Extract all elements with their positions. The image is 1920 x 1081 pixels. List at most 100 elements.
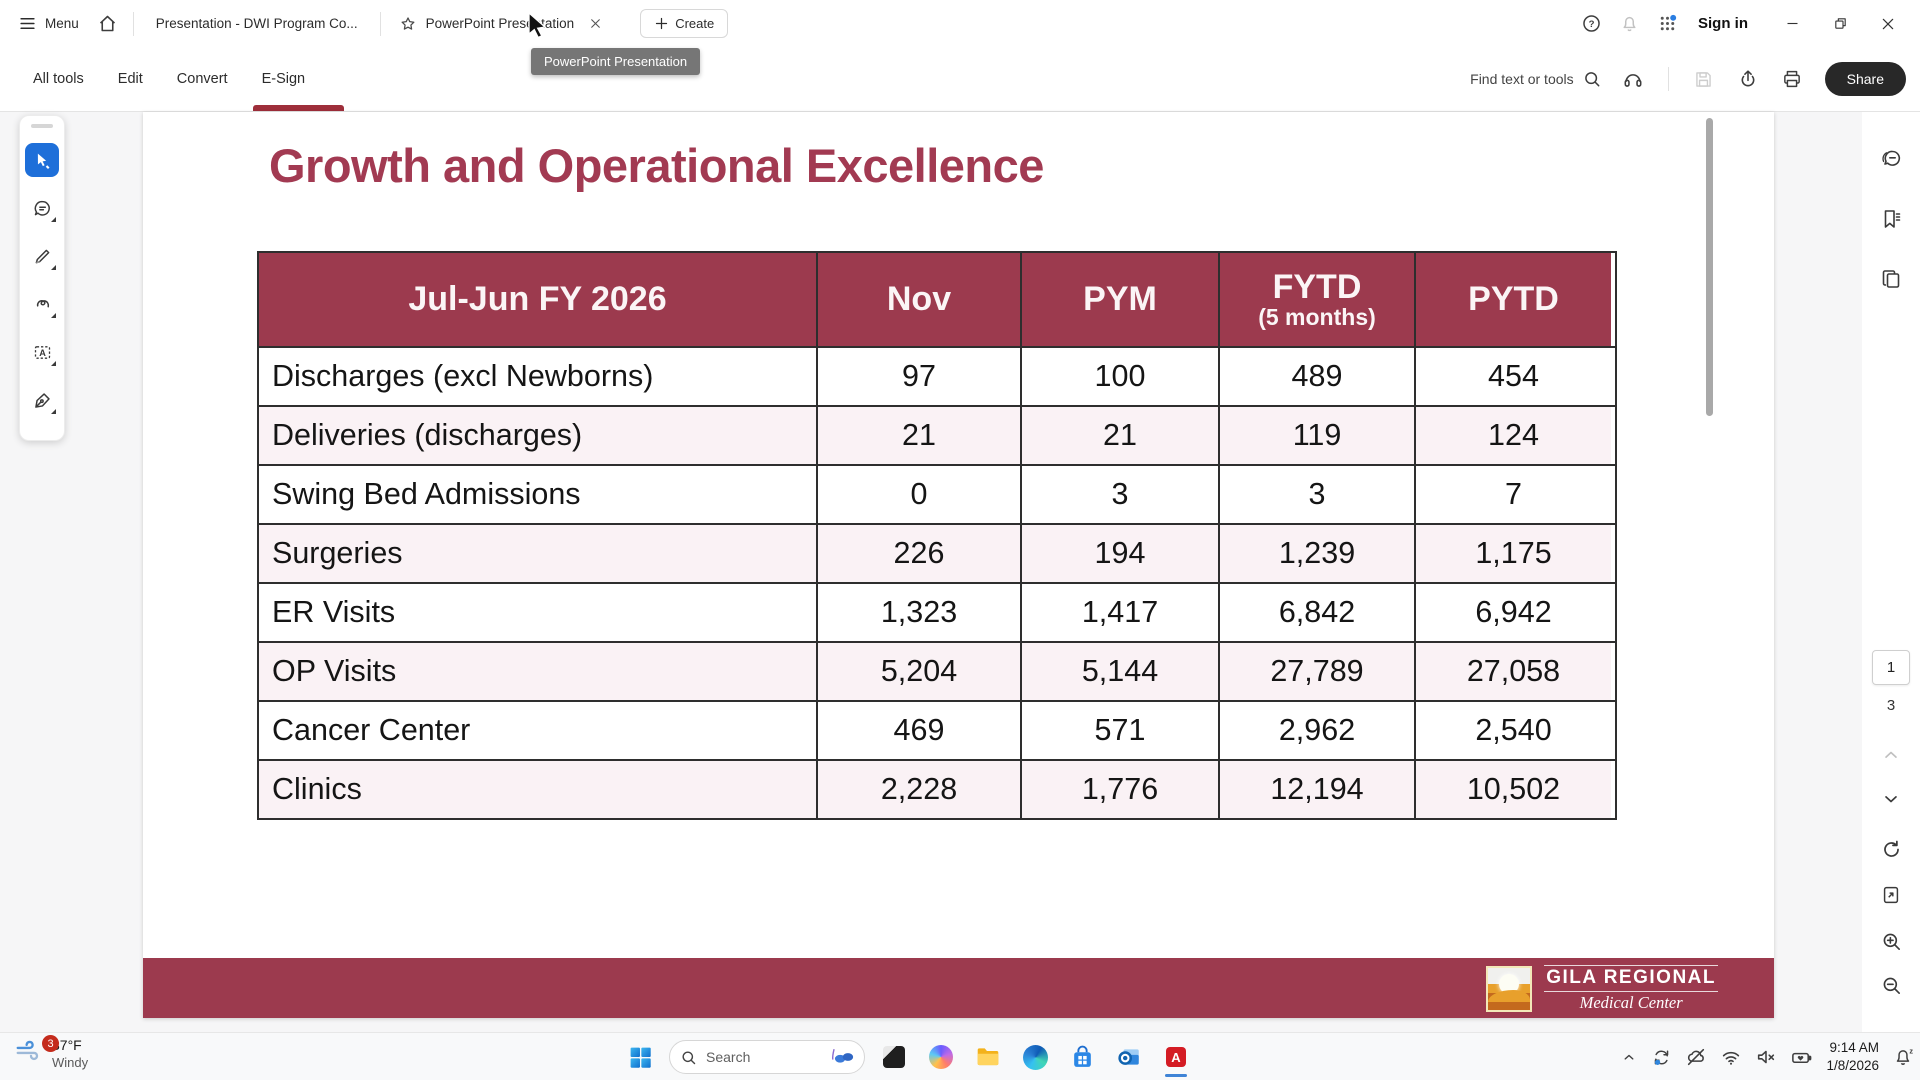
tab-edit[interactable]: Edit [117, 71, 143, 87]
outlook-icon[interactable] [1111, 1035, 1147, 1079]
tab-dwi-program[interactable]: Presentation - DWI Program Co... [142, 16, 372, 31]
comment-tool-button[interactable] [25, 191, 59, 225]
header-fytd-note: (5 months) [1258, 304, 1376, 330]
row-label: Deliveries (discharges) [259, 407, 816, 464]
vertical-scrollbar[interactable] [1706, 118, 1713, 416]
tab-powerpoint-presentation[interactable]: PowerPoint Presentation [389, 15, 619, 33]
star-icon[interactable] [399, 15, 417, 33]
tab-close-button[interactable] [583, 15, 608, 32]
menu-button[interactable]: Menu [0, 14, 91, 33]
copilot-icon[interactable] [923, 1035, 959, 1079]
minimize-button[interactable] [1770, 4, 1814, 44]
page-view-button[interactable] [1876, 880, 1906, 910]
tab-dwi-program-label: Presentation - DWI Program Co... [155, 16, 358, 31]
slide-footer-bar: GILA REGIONAL Medical Center [143, 958, 1774, 1018]
microsoft-store-icon[interactable] [1064, 1035, 1100, 1079]
add-text-tool-button[interactable]: A [25, 335, 59, 369]
header-pytd: PYTD [1414, 253, 1611, 346]
previous-page-button[interactable] [1876, 740, 1906, 770]
hamburger-icon [20, 17, 35, 30]
current-page-input[interactable]: 1 [1872, 650, 1910, 685]
onedrive-offline-icon[interactable] [1685, 1046, 1707, 1068]
home-button[interactable] [91, 7, 125, 41]
cell-value: 1,323 [816, 584, 1020, 641]
cell-value: 226 [816, 525, 1020, 582]
upload-share-button[interactable] [1731, 62, 1765, 96]
search-highlight-icon [831, 1049, 854, 1063]
headphones-icon [1624, 74, 1642, 87]
dark-app-icon[interactable] [876, 1035, 912, 1079]
cell-value: 1,175 [1414, 525, 1611, 582]
cell-value: 2,228 [816, 761, 1020, 818]
comments-panel-button[interactable] [1876, 144, 1906, 174]
file-explorer-icon[interactable] [970, 1035, 1006, 1079]
find-text-button[interactable]: Find text or tools [1470, 69, 1606, 89]
header-fytd: FYTD (5 months) [1218, 253, 1414, 346]
save-button[interactable] [1687, 62, 1721, 96]
panel-drag-handle[interactable] [31, 124, 53, 128]
total-pages-label: 3 [1886, 697, 1896, 714]
cell-value: 10,502 [1414, 761, 1611, 818]
menu-label: Menu [45, 16, 79, 31]
start-button[interactable] [622, 1035, 658, 1079]
read-aloud-button[interactable] [1616, 62, 1650, 96]
search-icon [1584, 72, 1600, 87]
sunset-logo-icon [1486, 966, 1533, 1012]
draw-tool-button[interactable] [25, 287, 59, 321]
clock-widget[interactable]: 9:14 AM 1/8/2026 [1826, 1039, 1879, 1074]
select-tool-button[interactable] [25, 143, 59, 177]
slide-title: Growth and Operational Excellence [269, 139, 1044, 192]
minimize-icon [1787, 22, 1797, 25]
tab-powerpoint-label: PowerPoint Presentation [425, 16, 575, 31]
restore-button[interactable] [1818, 4, 1862, 44]
taskbar-search-box[interactable]: Search [669, 1040, 865, 1074]
windows-logo-icon [630, 1047, 651, 1068]
metrics-table: Jul-Jun FY 2026 Nov PYM FYTD (5 months) … [257, 251, 1617, 820]
header-pym: PYM [1020, 253, 1218, 346]
help-button[interactable]: ? [1574, 7, 1608, 41]
tab-divider [132, 11, 134, 36]
tab-convert[interactable]: Convert [176, 71, 228, 87]
svg-text:z: z [1909, 1046, 1913, 1055]
bookmarks-panel-button[interactable] [1876, 204, 1906, 234]
table-row: Swing Bed Admissions 0 3 3 7 [259, 464, 1615, 523]
cursor-arrow-icon [37, 153, 50, 169]
close-window-button[interactable] [1866, 4, 1910, 44]
row-label: ER Visits [259, 584, 816, 641]
table-row: Discharges (excl Newborns) 97 100 489 45… [259, 346, 1615, 405]
zoom-out-icon [1883, 977, 1900, 994]
power-status-icon[interactable] [1790, 1046, 1813, 1069]
table-row: Cancer Center 469 571 2,962 2,540 [259, 700, 1615, 759]
notifications-button[interactable] [1612, 7, 1646, 41]
cell-value: 2,540 [1414, 702, 1611, 759]
text-box-icon: A [34, 345, 50, 359]
volume-muted-icon[interactable] [1755, 1046, 1777, 1068]
next-page-button[interactable] [1876, 784, 1906, 814]
highlight-tool-button[interactable] [25, 239, 59, 273]
edge-browser-icon[interactable] [1017, 1035, 1053, 1079]
tab-all-tools[interactable]: All tools [33, 71, 84, 87]
restore-icon [1834, 18, 1846, 29]
print-button[interactable] [1775, 62, 1809, 96]
fill-sign-tool-button[interactable] [25, 383, 59, 417]
upload-icon [1741, 70, 1755, 87]
notification-bell-sleep-icon[interactable]: z [1892, 1046, 1914, 1068]
row-label: Discharges (excl Newborns) [259, 348, 816, 405]
create-button[interactable]: Create [640, 9, 729, 38]
weather-widget[interactable]: 3 37°F Windy [14, 1035, 88, 1070]
page-thumbnails-button[interactable] [1876, 264, 1906, 294]
zoom-out-button[interactable] [1876, 970, 1906, 1000]
outlook-envelope-icon [1118, 1049, 1139, 1065]
printer-icon [1783, 70, 1800, 88]
sign-in-button[interactable]: Sign in [1698, 15, 1748, 32]
update-sync-icon[interactable] [1651, 1047, 1672, 1068]
wifi-icon[interactable] [1720, 1046, 1742, 1068]
app-launcher-button[interactable] [1650, 7, 1684, 41]
pages-icon [1882, 270, 1900, 288]
tray-chevron-icon[interactable] [1620, 1048, 1638, 1066]
share-button[interactable]: Share [1824, 62, 1906, 96]
rotate-page-button[interactable] [1876, 834, 1906, 864]
acrobat-icon[interactable]: A [1158, 1035, 1194, 1079]
tab-esign[interactable]: E-Sign [245, 47, 344, 111]
zoom-in-button[interactable] [1876, 926, 1906, 956]
